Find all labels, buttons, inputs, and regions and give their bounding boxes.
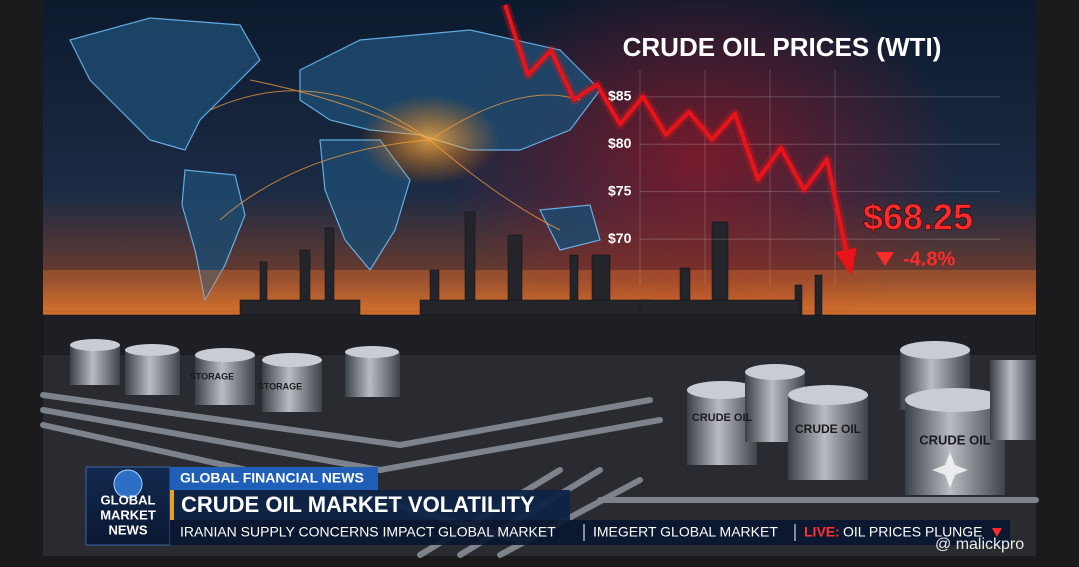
section-label: GLOBAL FINANCIAL NEWS	[180, 470, 364, 486]
watermark: @ malickpro	[935, 536, 1024, 553]
news-banner: GLOBAL MARKET NEWS GLOBAL FINANCIAL NEWS…	[85, 466, 1010, 546]
price-change: -4.8%	[903, 248, 955, 270]
down-arrow	[876, 252, 894, 266]
logo-text: MARKET	[100, 507, 156, 522]
logo-text: NEWS	[109, 522, 148, 537]
live-arrow	[992, 528, 1002, 537]
tank-label: CRUDE OIL	[692, 412, 753, 424]
current-price: $68.25	[863, 197, 973, 238]
storage-tanks-right	[687, 341, 1036, 495]
chart-title: CRUDE OIL PRICES (WTI)	[623, 32, 942, 62]
y-tick-label: $85	[608, 88, 632, 104]
ticker-item: IRANIAN SUPPLY CONCERNS IMPACT GLOBAL MA…	[180, 524, 556, 540]
headline-accent	[170, 490, 174, 520]
logo-globe	[113, 469, 143, 499]
tank-label: CRUDE OIL	[919, 432, 991, 447]
logo-text: GLOBAL	[101, 492, 156, 507]
ticker-item: IMEGERT GLOBAL MARKET	[593, 524, 778, 540]
trade-routes	[209, 79, 581, 231]
tank-label: CRUDE OIL	[795, 422, 861, 436]
tank-labels: CRUDE OIL CRUDE OIL CRUDE OIL STORAGE STORAG…	[190, 371, 991, 447]
headline-box	[170, 490, 570, 520]
tank-label: STORAGE	[190, 371, 234, 381]
ticker-box	[170, 520, 1010, 545]
y-tick-label: $75	[608, 182, 632, 198]
live-tag: LIVE:	[804, 524, 840, 540]
chart-area	[639, 70, 836, 285]
arrowhead	[835, 247, 857, 276]
chart: $70 $75 $80 $85	[500, 3, 1000, 276]
live-text: OIL PRICES PLUNGE	[843, 524, 983, 540]
price-line	[503, 4, 852, 270]
tank-label: STORAGE	[258, 381, 302, 391]
headline: CRUDE OIL MARKET VOLATILITY	[181, 492, 535, 517]
sparkle-icon	[932, 452, 968, 488]
y-tick-label: $80	[608, 135, 632, 151]
y-tick-label: $70	[608, 230, 632, 246]
storage-tanks-left	[70, 339, 400, 412]
section-box	[170, 467, 378, 490]
